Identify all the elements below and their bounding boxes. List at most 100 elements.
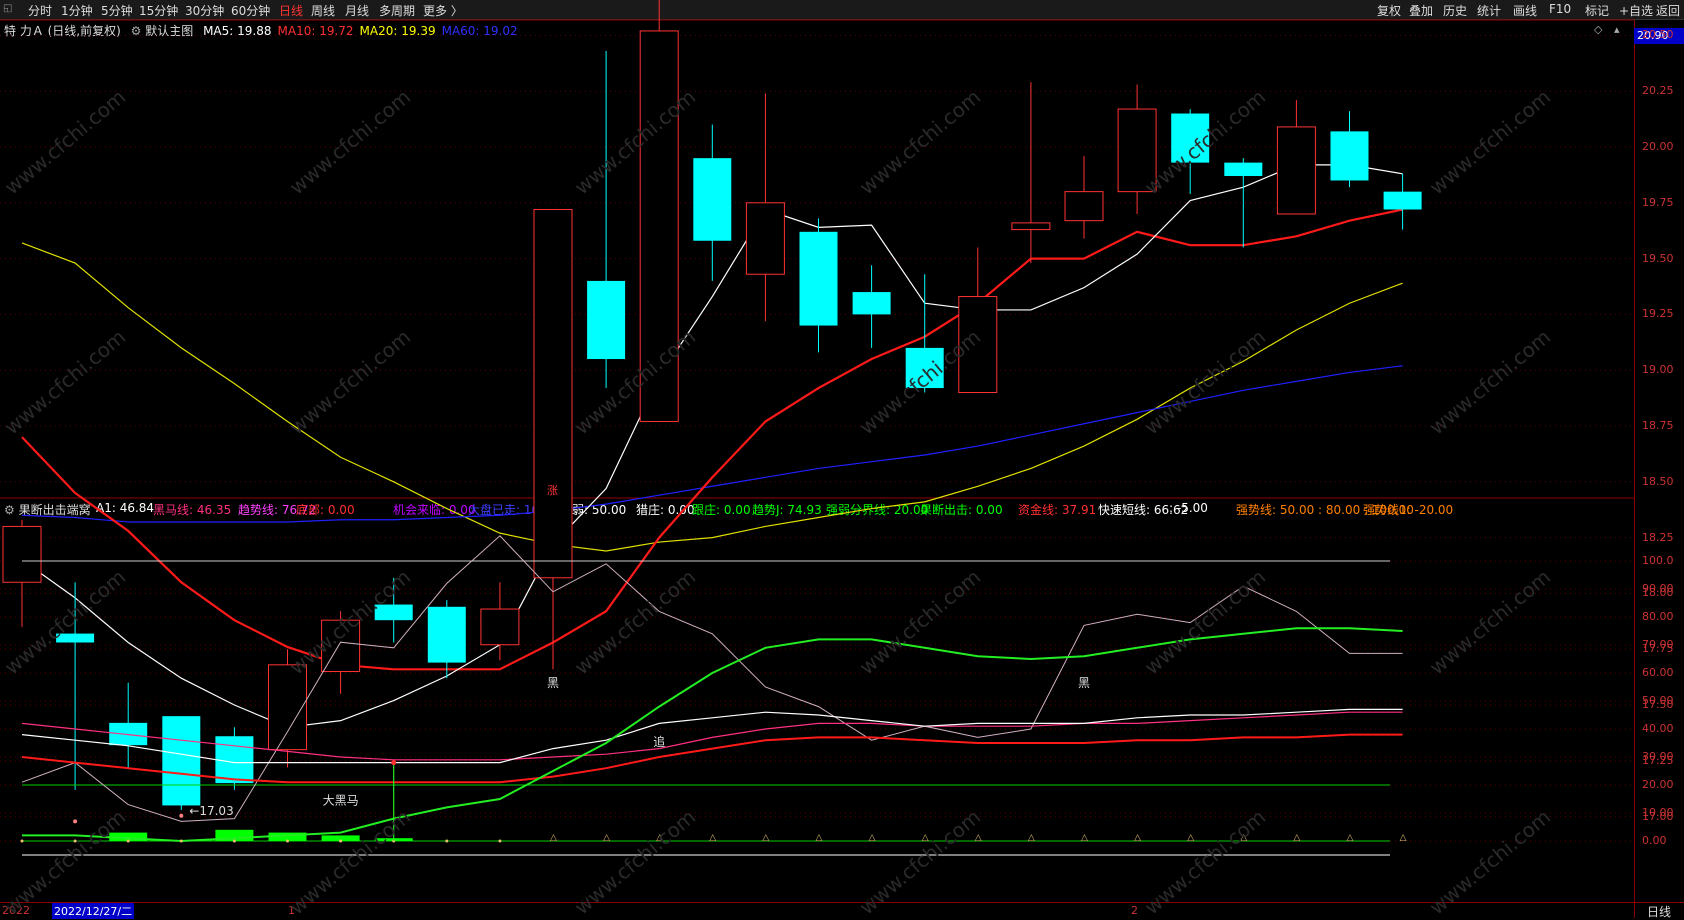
tool-button-3[interactable]: 统计 xyxy=(1477,4,1502,18)
indicator-value: : -5.00 xyxy=(1169,501,1208,515)
indicator-value: 强弱分界线: 20.00 xyxy=(826,503,929,517)
indicator-value: 跟庄: 0.00 xyxy=(692,503,751,517)
price-tick: 18.00 xyxy=(1642,586,1674,600)
signal-bar xyxy=(268,832,307,841)
signal-bar xyxy=(321,835,360,841)
sub-chart-header: ⚙ 果断出击端窝 xyxy=(4,501,91,518)
candle-body-down xyxy=(162,716,201,806)
indicator-value: 底部: 0.00 xyxy=(296,503,355,517)
zero-marker: △ xyxy=(1347,833,1354,843)
sub-settings-icon[interactable]: ⚙ xyxy=(4,503,15,517)
tool-button-5[interactable]: F10 xyxy=(1549,2,1572,16)
sub-tick: 100.0 xyxy=(1642,554,1674,567)
tool-button-0[interactable]: 复权 xyxy=(1377,4,1402,18)
candle-body-up xyxy=(1276,126,1316,215)
period-tab-4[interactable]: 30分钟 xyxy=(185,4,225,18)
candle-body-down xyxy=(1330,131,1369,181)
candle-body-up xyxy=(1011,222,1051,231)
black-horse-line xyxy=(21,711,1403,761)
black-label-1: 黑 xyxy=(547,676,559,690)
candle-body-down xyxy=(1383,191,1422,210)
chart-name[interactable]: 默认主图 xyxy=(145,24,194,38)
candle-body-down xyxy=(215,736,254,784)
zero-marker: △ xyxy=(1240,833,1247,843)
price-tick: 19.25 xyxy=(1642,307,1674,321)
period-tab-10[interactable]: 更多 〉 xyxy=(423,4,463,18)
indicator-value: 趋势J: 74.93 xyxy=(752,503,822,517)
zero-marker: △ xyxy=(975,833,982,843)
period-tab-0[interactable]: 分时 xyxy=(28,4,53,18)
candle-body-down xyxy=(852,292,891,315)
current-date: 2022/12/27/二 xyxy=(52,903,135,919)
period-tab-3[interactable]: 15分钟 xyxy=(139,4,179,18)
period-tab-6[interactable]: 日线 xyxy=(279,4,304,18)
ma-legend-item: MA60: 19.02 xyxy=(441,24,518,38)
signal-bar xyxy=(215,829,254,841)
indicator-value: 快速短线: 66.62 xyxy=(1098,503,1189,517)
window-icon[interactable]: ◱ xyxy=(3,3,13,14)
indicator-value: 机会来临: 0.00 xyxy=(393,503,476,517)
sub-tick: 10.00 xyxy=(1642,806,1674,819)
current-price-label: 20.90 xyxy=(1634,28,1684,44)
zero-dot xyxy=(286,839,289,843)
zero-dot xyxy=(20,839,24,843)
period-tab-9[interactable]: 多周期 xyxy=(379,4,416,18)
candle-body-up xyxy=(639,30,679,423)
period-tab-5[interactable]: 60分钟 xyxy=(231,4,271,18)
price-tick: 19.50 xyxy=(1642,251,1674,265)
price-tick: 17.50 xyxy=(1642,698,1674,711)
candle-body-up xyxy=(1117,108,1157,193)
ma-legend-item: MA10: 19.72 xyxy=(277,24,354,38)
indicator-value: 强势线1: -20.00 xyxy=(1363,503,1454,517)
period-button[interactable]: 日线 xyxy=(1634,902,1684,919)
indicator-value: 果断出击: 0.00 xyxy=(920,503,1003,517)
zero-dot xyxy=(445,839,449,843)
zero-marker: △ xyxy=(1293,833,1300,843)
zero-marker: △ xyxy=(762,833,769,843)
indicator-value: 趋势线: 76.72 xyxy=(238,503,317,517)
diamond-icon[interactable]: ◇ xyxy=(1594,23,1603,36)
period-tab-1[interactable]: 1分钟 xyxy=(61,4,93,18)
candle-body-down xyxy=(427,606,466,663)
tool-button-7[interactable]: +自选 xyxy=(1619,4,1654,18)
settings-icon[interactable]: ⚙ xyxy=(130,24,142,38)
limit-up-label: 涨 xyxy=(547,484,558,497)
period-tab-8[interactable]: 月线 xyxy=(345,4,370,18)
sub-tick: 80.00 xyxy=(1642,610,1674,623)
zero-marker: △ xyxy=(869,833,876,843)
price-tick: 20.50 xyxy=(1642,28,1674,42)
sub-tick: 60.00 xyxy=(1642,666,1674,679)
tool-button-1[interactable]: 叠加 xyxy=(1409,4,1434,18)
ma-legend-item: MA5: 19.88 xyxy=(203,24,272,38)
tool-button-2[interactable]: 历史 xyxy=(1443,4,1468,18)
zero-marker: △ xyxy=(1081,833,1088,843)
dark-horse-label: 大黑马 xyxy=(323,794,359,808)
tool-button-4[interactable]: 画线 xyxy=(1513,4,1538,18)
zero-marker: △ xyxy=(1028,833,1035,843)
period-tab-2[interactable]: 5分钟 xyxy=(101,4,133,18)
zero-dot xyxy=(73,839,77,843)
tool-button-6[interactable]: 标记 xyxy=(1585,4,1610,18)
price-tick: 19.75 xyxy=(1642,195,1674,209)
expand-icon[interactable]: ▴ xyxy=(1614,23,1620,36)
chase-label: 追 xyxy=(653,734,665,749)
candle-body-down xyxy=(799,231,838,326)
candle-body-up xyxy=(2,525,42,583)
period-tab-7[interactable]: 周线 xyxy=(311,4,336,18)
zero-marker: △ xyxy=(603,833,610,843)
indicator-value: 强弱: 50.00 xyxy=(560,503,627,517)
year-label: 2022 xyxy=(2,904,30,917)
candle-body-down xyxy=(587,280,626,360)
price-tick: 18.50 xyxy=(1642,474,1674,488)
date-axis: 2022 2022/12/27/二 1 2 xyxy=(0,902,1634,919)
black-label-2: 黑 xyxy=(1078,676,1090,690)
indicator-name[interactable]: 果断出击端窝 xyxy=(18,503,91,517)
candle-body-up xyxy=(1064,191,1104,222)
price-tick: 18.75 xyxy=(1642,419,1674,432)
tool-button-8[interactable]: 返回 xyxy=(1656,4,1681,18)
signal-dot xyxy=(73,819,78,824)
candle-body-up xyxy=(958,296,998,394)
sub-tick: 90.00 xyxy=(1642,582,1674,595)
zero-marker: △ xyxy=(1134,833,1141,843)
